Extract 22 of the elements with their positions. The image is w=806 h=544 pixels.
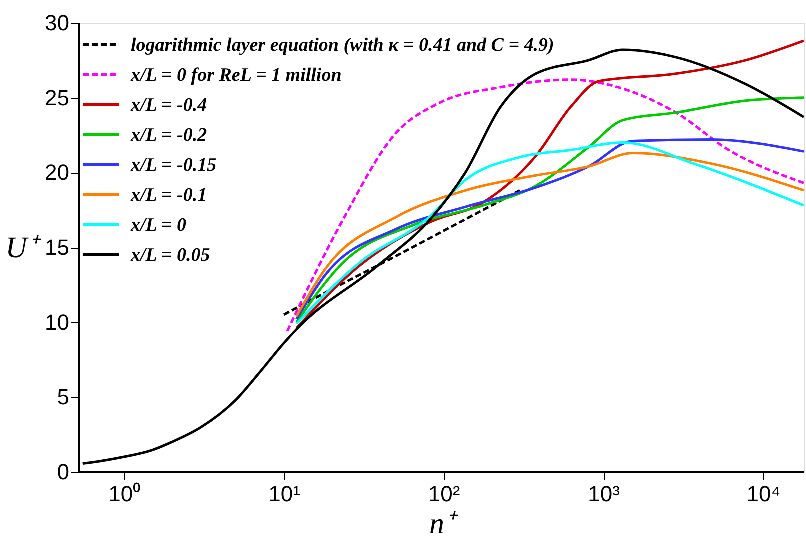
y-tick-label: 25 [45,85,70,110]
y-tick-label: 5 [57,384,70,410]
x-tick-label: 10¹ [268,482,300,506]
legend-label: x/L = 0 for ReL = 1 million [130,65,342,86]
legend-label: x/L = -0.15 [130,155,218,176]
x-tick-label: 10⁰ [108,482,142,506]
legend-label: logarithmic layer equation (with κ = 0.41 and C = 4.9) [131,35,554,56]
x-axis-title: n⁺ [430,508,458,540]
legend-label: x/L = -0.1 [130,185,208,206]
legend-label: x/L = 0.05 [130,245,211,266]
x-tick-label: 10⁴ [746,482,781,506]
y-tick-label: 15 [45,235,70,260]
y-tick-label: 30 [45,10,70,36]
x-tick-label: 10² [428,482,460,506]
y-tick-label: 20 [45,160,70,186]
legend-label: x/L = -0.2 [130,125,208,146]
x-tick-label: 10³ [588,482,620,506]
legend-label: x/L = -0.4 [130,95,208,116]
y-tick-label: 10 [45,310,70,335]
y-tick-label: 0 [57,460,70,484]
y-axis-title: U⁺ [6,232,42,264]
legend-label: x/L = 0 [130,215,188,236]
